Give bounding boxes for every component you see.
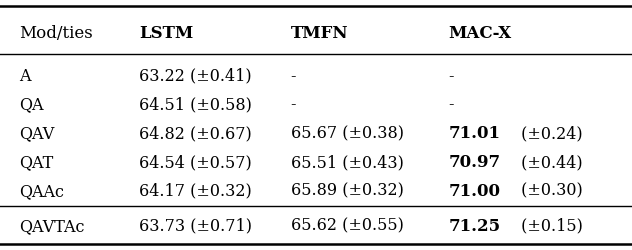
Text: 71.01: 71.01 bbox=[449, 125, 501, 142]
Text: QAT: QAT bbox=[19, 154, 53, 171]
Text: Mod/ties: Mod/ties bbox=[19, 25, 93, 42]
Text: (±0.24): (±0.24) bbox=[516, 125, 583, 142]
Text: 71.25: 71.25 bbox=[449, 218, 501, 235]
Text: 65.89 (±0.32): 65.89 (±0.32) bbox=[291, 183, 404, 200]
Text: TMFN: TMFN bbox=[291, 25, 348, 42]
Text: -: - bbox=[291, 96, 296, 114]
Text: 70.97: 70.97 bbox=[449, 154, 501, 171]
Text: (±0.44): (±0.44) bbox=[516, 154, 583, 171]
Text: QA: QA bbox=[19, 96, 44, 114]
Text: 65.62 (±0.55): 65.62 (±0.55) bbox=[291, 218, 404, 235]
Text: (±0.30): (±0.30) bbox=[516, 183, 583, 200]
Text: 65.67 (±0.38): 65.67 (±0.38) bbox=[291, 125, 404, 142]
Text: MAC-X: MAC-X bbox=[449, 25, 512, 42]
Text: 64.51 (±0.58): 64.51 (±0.58) bbox=[139, 96, 252, 114]
Text: 63.22 (±0.41): 63.22 (±0.41) bbox=[139, 68, 252, 85]
Text: (±0.15): (±0.15) bbox=[516, 218, 583, 235]
Text: LSTM: LSTM bbox=[139, 25, 193, 42]
Text: QAAc: QAAc bbox=[19, 183, 64, 200]
Text: 71.00: 71.00 bbox=[449, 183, 501, 200]
Text: -: - bbox=[291, 68, 296, 85]
Text: QAV: QAV bbox=[19, 125, 54, 142]
Text: QAVTAc: QAVTAc bbox=[19, 218, 85, 235]
Text: 64.54 (±0.57): 64.54 (±0.57) bbox=[139, 154, 252, 171]
Text: -: - bbox=[449, 96, 454, 114]
Text: A: A bbox=[19, 68, 30, 85]
Text: 64.82 (±0.67): 64.82 (±0.67) bbox=[139, 125, 252, 142]
Text: -: - bbox=[449, 68, 454, 85]
Text: 63.73 (±0.71): 63.73 (±0.71) bbox=[139, 218, 252, 235]
Text: 65.51 (±0.43): 65.51 (±0.43) bbox=[291, 154, 404, 171]
Text: 64.17 (±0.32): 64.17 (±0.32) bbox=[139, 183, 252, 200]
